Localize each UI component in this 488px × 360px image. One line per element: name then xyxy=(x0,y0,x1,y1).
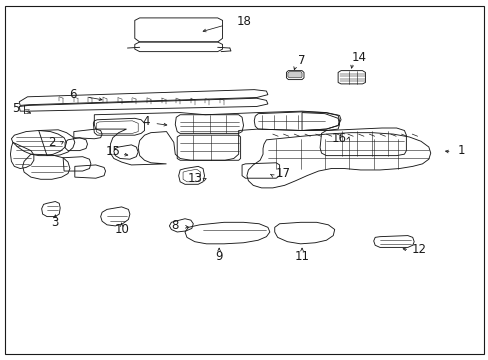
Text: 16: 16 xyxy=(331,132,346,145)
Text: 6: 6 xyxy=(69,88,77,101)
Text: 3: 3 xyxy=(52,216,59,229)
Polygon shape xyxy=(287,72,302,78)
Text: 1: 1 xyxy=(457,144,464,157)
Text: 4: 4 xyxy=(142,116,149,129)
Text: 7: 7 xyxy=(298,54,305,67)
Text: 11: 11 xyxy=(294,249,309,262)
Text: 9: 9 xyxy=(215,249,223,262)
Text: 10: 10 xyxy=(114,223,129,236)
Text: 15: 15 xyxy=(105,145,120,158)
Text: 17: 17 xyxy=(275,167,290,180)
Text: 8: 8 xyxy=(171,219,179,233)
Text: 13: 13 xyxy=(187,172,202,185)
Text: 2: 2 xyxy=(48,136,56,149)
Text: 14: 14 xyxy=(351,51,366,64)
Text: 5: 5 xyxy=(13,102,20,115)
Text: 12: 12 xyxy=(411,243,426,256)
Text: 18: 18 xyxy=(237,15,251,28)
